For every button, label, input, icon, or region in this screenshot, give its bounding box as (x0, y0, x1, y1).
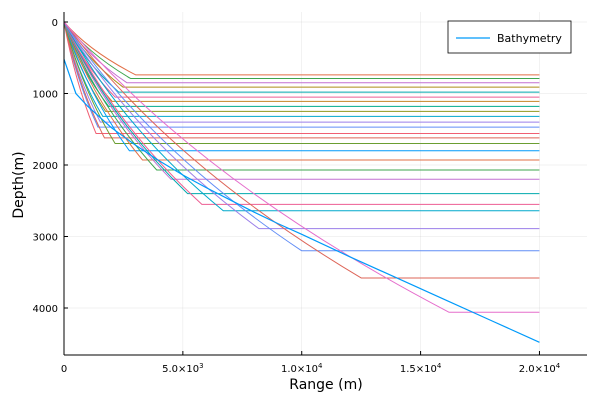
x-tick-label-4: 2.0×104 (519, 362, 561, 375)
ray-path-17 (63, 21, 540, 161)
grid (63, 12, 587, 355)
x-axis-label: Range (m) (289, 377, 362, 393)
y-tick-label-2: 2000 (33, 161, 58, 172)
y-tick-label-4: 4000 (33, 304, 58, 315)
legend-label-bathymetry: Bathymetry (497, 32, 562, 45)
legend-box (447, 20, 572, 54)
x-tick-label-0: 0 (61, 364, 67, 375)
ray-paths (63, 21, 540, 313)
x-tick-label-1: 5.0×103 (162, 362, 203, 375)
x-tick-labels: 0 5.0×103 1.0×104 1.5×104 2.0×104 (61, 351, 561, 375)
y-tick-labels: 0 1000 2000 3000 4000 (33, 18, 68, 315)
ray-path-26 (63, 21, 540, 313)
ray-path-25 (63, 21, 540, 279)
ray-path-14 (63, 21, 540, 139)
ray-path-21 (63, 21, 540, 205)
y-tick-label-0: 0 (52, 18, 58, 29)
ray-path-24 (63, 21, 540, 252)
bathymetry-line (63, 58, 540, 343)
ray-path-22 (63, 21, 540, 212)
y-tick-label-3: 3000 (33, 233, 58, 244)
ray-path-18 (63, 21, 540, 171)
x-tick-label-2: 1.0×104 (281, 362, 323, 375)
ray-path-16 (63, 21, 540, 152)
axes (63, 12, 587, 356)
x-tick-label-3: 1.5×104 (400, 362, 442, 375)
ray-path-15 (63, 21, 540, 145)
y-axis-label: Depth(m) (11, 151, 27, 218)
legend: Bathymetry (447, 20, 572, 54)
bathymetry-series (63, 58, 540, 343)
ray-path-23 (63, 21, 540, 230)
ray-path-13 (63, 21, 540, 135)
y-tick-label-1: 1000 (33, 90, 58, 101)
